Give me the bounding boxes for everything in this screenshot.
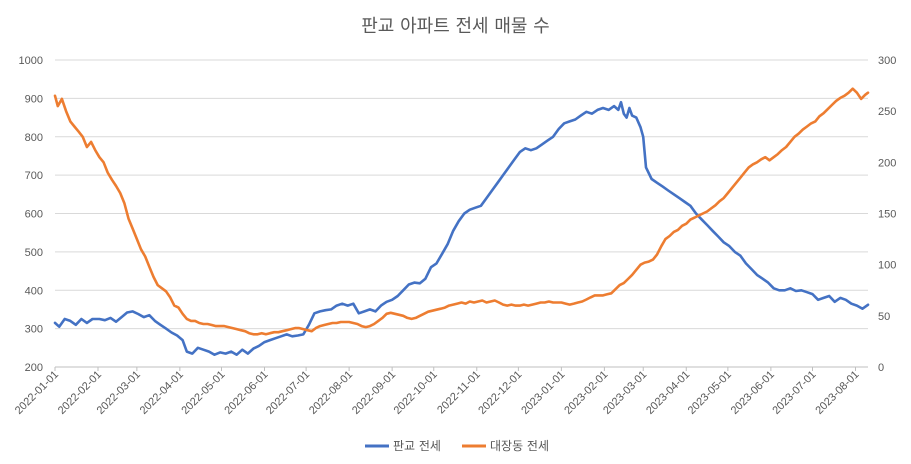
x-tick-label: 2022-09-01 [350,369,398,417]
right-tick-label: 100 [878,260,896,272]
left-tick-label: 800 [25,132,43,144]
left-tick-label: 500 [25,247,43,259]
x-tick-label: 2023-06-01 [729,369,777,417]
series-line-left [53,100,870,357]
legend-label: 대장동 전세 [490,439,549,453]
legend[interactable]: 판교 전세 대장동 전세 [365,439,549,453]
series-lines [53,87,870,357]
x-axis-ticks: 2022-01-012022-02-012022-03-012022-04-01… [13,367,862,417]
x-tick-label: 2022-06-01 [222,369,270,417]
grid-lines [55,59,868,368]
left-tick-label: 300 [25,324,43,336]
x-tick-label: 2022-01-01 [13,369,61,417]
x-tick-label: 2022-10-01 [392,369,440,417]
x-tick-label: 2022-08-01 [307,369,355,417]
legend-label: 판교 전세 [393,439,441,453]
x-tick-label: 2023-07-01 [770,369,818,417]
x-tick-label: 2023-05-01 [686,369,734,417]
x-tick-label: 2022-05-01 [179,369,227,417]
left-tick-label: 400 [25,285,43,297]
x-tick-label: 2022-07-01 [264,369,312,417]
right-tick-label: 0 [878,362,884,374]
x-tick-label: 2023-04-01 [644,369,692,417]
right-axis-ticks: 0 50 100 150 200 250 300 [878,55,896,374]
left-axis-ticks: 200 300 400 500 600 700 800 900 1000 [19,55,43,374]
x-tick-label: 2023-08-01 [813,369,861,417]
x-tick-label: 2023-01-01 [519,369,567,417]
right-tick-label: 150 [878,209,896,221]
series-line-right [53,87,870,336]
left-tick-label: 200 [25,362,43,374]
left-tick-label: 1000 [19,55,43,67]
chart-title: 판교 아파트 전세 매물 수 [361,16,550,37]
left-tick-label: 700 [25,170,43,182]
x-tick-label: 2022-04-01 [138,369,186,417]
right-tick-label: 200 [878,157,896,169]
right-tick-label: 50 [878,311,890,323]
x-tick-label: 2022-12-01 [476,369,524,417]
left-tick-label: 900 [25,93,43,105]
left-tick-label: 600 [25,209,43,221]
right-tick-label: 250 [878,106,896,118]
right-tick-label: 300 [878,55,896,67]
